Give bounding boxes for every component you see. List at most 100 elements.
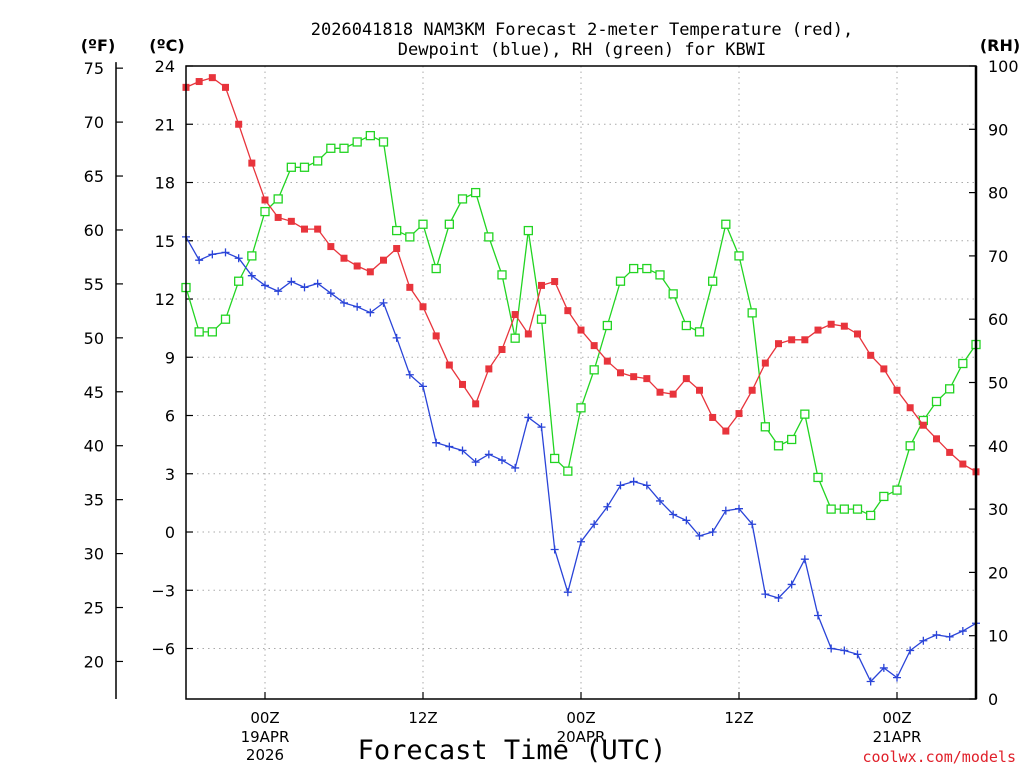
celsius-tick-label: 18 [155,174,175,193]
rh-tick-label: 20 [988,563,1008,582]
temperature-point [366,268,374,276]
dewpoint-point [445,442,454,451]
rh-point [708,276,718,286]
dewpoint-point [787,580,796,589]
dewpoint-point [603,502,612,511]
temperature-point [261,196,269,204]
rh-point [484,232,494,242]
rh-series [181,130,981,521]
celsius-unit-label: (ºC) [149,36,184,55]
rh-point [642,263,652,274]
x-tick-label-time: 12Z [408,709,437,727]
temperature-point [827,320,835,328]
celsius-tick-label: 15 [155,232,175,251]
temperature-point [933,435,940,443]
temperature-point [959,460,967,468]
rh-point [299,162,310,172]
rh-point [457,194,468,204]
rh-point [378,137,389,147]
site-credit: coolwx.com/models [862,748,1016,766]
rh-point [247,251,257,261]
dewpoint-point [471,458,480,467]
grid-lines [186,65,976,699]
dewpoint-point [340,298,348,307]
temperature-point [195,78,203,86]
rh-point [418,219,428,229]
dewpoint-point [392,333,401,342]
dewpoint-point [893,673,901,682]
rh-point [405,232,415,242]
rh-point [602,320,612,331]
rh-point [760,422,770,432]
fahrenheit-tick-label: 20 [84,652,104,671]
rh-point [563,466,573,476]
dewpoint-point [919,636,928,645]
rh-point [747,308,757,318]
series-layer [181,74,981,686]
x-tick-label-time: 00Z [250,709,279,727]
rh-point [431,263,441,274]
rh-point [194,327,204,337]
rh-point [813,472,823,483]
temperature-point [472,400,480,408]
temperature-point [524,330,532,338]
fahrenheit-tick-label: 50 [84,329,104,348]
dewpoint-point [195,256,204,265]
dewpoint-point [221,248,230,257]
temperature-point [235,120,243,128]
temperature-point [419,303,427,311]
rh-tick-label: 70 [988,247,1008,266]
temperature-point [643,375,651,383]
temperature-point [761,359,769,367]
dewpoint-point [379,298,388,307]
dewpoint-point [432,438,441,447]
temperature-point [538,281,545,289]
temperature-point [551,278,559,286]
rh-point [852,504,863,514]
x-tick-label-date: 21APR [873,728,922,746]
rh-point [510,333,520,343]
celsius-tick-label: 3 [165,465,175,484]
celsius-axis: 24 21 18 15 12 9 6 3 0 −3 −6 [151,57,193,659]
dewpoint-point [419,382,427,391]
temperature-point [222,83,229,91]
fahrenheit-tick-label: 55 [84,275,104,294]
temperature-point [485,365,493,373]
dewpoint-point [537,423,546,432]
rh-point [655,270,665,280]
celsius-tick-label: 12 [155,290,175,309]
dewpoint-point [353,302,362,311]
dewpoint-point [405,370,414,379]
dewpoint-point [906,646,915,655]
fahrenheit-tick-label: 65 [84,167,104,186]
rh-tick-label: 0 [988,690,998,709]
rh-point [273,194,283,204]
dewpoint-point [840,646,849,655]
fahrenheit-tick-label: 70 [84,113,104,132]
dewpoint-point [853,650,862,659]
temperature-point [946,448,954,456]
dewpoint-point [695,531,704,540]
rh-point [471,187,481,198]
temperature-point [327,243,335,251]
x-tick-label-date: 20APR [557,728,606,746]
rh-point [497,270,507,280]
rh-point [931,396,942,407]
temperature-point [880,365,888,373]
celsius-tick-label: 0 [165,523,175,542]
rh-point [220,314,231,324]
dewpoint-point [261,281,269,290]
rh-point [694,327,705,337]
celsius-tick-label: 9 [165,348,175,367]
rh-point [313,156,323,166]
dewpoint-point [511,463,520,472]
temperature-point [682,375,690,383]
temperature-point [445,361,453,369]
fahrenheit-unit-label: (ºF) [81,36,116,55]
rh-point [576,403,586,413]
temperature-point [208,74,216,82]
rh-point [207,327,217,337]
temperature-point [748,386,756,394]
temperature-point [248,159,256,167]
